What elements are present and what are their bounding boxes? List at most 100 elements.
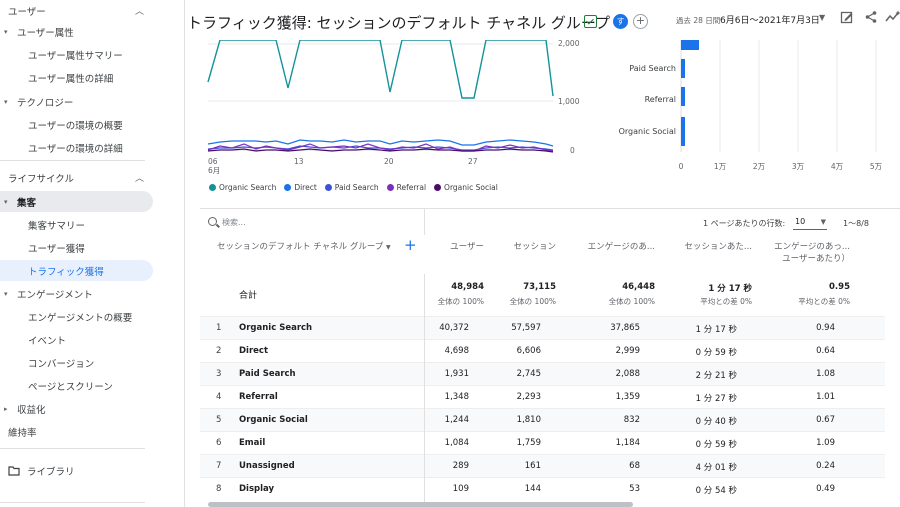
- legend-item-organic-social[interactable]: Organic Social: [434, 183, 498, 192]
- table-row[interactable]: 2 Direct 4,698 6,606 2,999 0 分 59 秒 0.64: [200, 339, 885, 362]
- sidebar-item-demographics[interactable]: ▾ ユーザー属性: [0, 21, 184, 42]
- report-header: トラフィック獲得: セッションのデフォルト チャネル グループ す + 過去 2…: [186, 0, 900, 40]
- sidebar-item-events[interactable]: イベント: [0, 329, 184, 350]
- sidebar-item-label: 集客サマリー: [28, 220, 86, 232]
- rows-per-page-select[interactable]: 10 ▼: [793, 215, 827, 230]
- sidebar-item-label: エンゲージメント: [17, 289, 93, 301]
- horizontal-scrollbar[interactable]: [208, 502, 633, 507]
- table-cell: 2,999: [615, 346, 640, 356]
- sidebar-item-label: ユーザーの環境の詳細: [28, 143, 123, 155]
- table-toolbar: 1 ページあたりの行数: 10 ▼ 1～8/8: [200, 208, 900, 235]
- chevron-up-icon[interactable]: ︿: [134, 7, 144, 17]
- sidebar-item-tech-overview[interactable]: ユーザーの環境の概要: [0, 114, 184, 135]
- row-channel-name[interactable]: Display: [239, 484, 275, 494]
- sidebar-item-conversions[interactable]: コンバージョン: [0, 352, 184, 373]
- sidebar-item-engagement-overview[interactable]: エンゲージメントの概要: [0, 306, 184, 327]
- table-cell: 109: [452, 484, 469, 494]
- total-label: 合計: [239, 291, 258, 301]
- sidebar-item-demographics-details[interactable]: ユーザー属性の詳細: [0, 67, 184, 88]
- chevron-up-icon[interactable]: ︿: [134, 174, 144, 184]
- sidebar-item-retention[interactable]: 維持率: [0, 421, 184, 442]
- row-channel-name[interactable]: Unassigned: [239, 461, 295, 471]
- table-row[interactable]: 5 Organic Social 1,244 1,810 832 0 分 40 秒 0.67: [200, 408, 885, 431]
- table-row[interactable]: 4 Referral 1,348 2,293 1,359 1 分 27 秒 1.01: [200, 385, 885, 408]
- search-input[interactable]: [222, 215, 402, 229]
- legend-label: Organic Search: [219, 183, 277, 192]
- table-row[interactable]: 3 Paid Search 1,931 2,745 2,088 2 分 21 秒 1.08: [200, 362, 885, 385]
- page-title: トラフィック獲得: セッションのデフォルト チャネル グループ: [187, 14, 611, 32]
- column-header-avg-engagement-time[interactable]: セッションあた...: [684, 242, 752, 252]
- table-row[interactable]: 8 Display 109 144 53 0 分 54 秒 0.49: [200, 477, 885, 500]
- row-channel-name[interactable]: Paid Search: [239, 369, 296, 379]
- rows-per-page-label: 1 ページあたりの行数:: [703, 219, 786, 228]
- sidebar-item-acquisition[interactable]: ▾ 集客: [0, 191, 153, 212]
- x-tick-label: 27: [468, 157, 478, 166]
- bar-organic-social[interactable]: [681, 117, 685, 146]
- sidebar-item-monetization[interactable]: ▸ 収益化: [0, 398, 184, 419]
- caret-down-icon[interactable]: ▼: [819, 13, 826, 22]
- sidebar-section-lifecycle[interactable]: ライフサイクル ︿: [0, 167, 184, 188]
- table-cell: 0 分 40 秒: [695, 417, 737, 427]
- table-cell: 161: [524, 461, 541, 471]
- table-row[interactable]: 6 Email 1,084 1,759 1,184 0 分 59 秒 1.09: [200, 431, 885, 454]
- column-header-sublabel: ユーザーあたり）: [782, 254, 850, 264]
- caret-down-icon: ▾: [4, 197, 8, 206]
- legend-item-organic-search[interactable]: Organic Search: [209, 183, 276, 192]
- sidebar-item-label: トラフィック獲得: [28, 266, 104, 278]
- table-cell: 1 分 17 秒: [695, 325, 737, 335]
- row-channel-name[interactable]: Referral: [239, 392, 278, 402]
- x-tick-label: 0: [679, 162, 684, 171]
- edit-report-icon[interactable]: [838, 10, 855, 27]
- legend-item-direct[interactable]: Direct: [284, 183, 317, 192]
- folder-icon: [8, 465, 20, 476]
- table-cell: 0.67: [816, 415, 835, 425]
- sidebar: ユーザー ︿ ▾ ユーザー属性 ユーザー属性サマリー ユーザー属性の詳細 ▾ テ…: [0, 0, 185, 507]
- sidebar-item-pages-screens[interactable]: ページとスクリーン: [0, 375, 184, 396]
- bar-organic-search-partial[interactable]: [681, 40, 699, 50]
- legend-item-referral[interactable]: Referral: [386, 183, 426, 192]
- x-tick-label: 20: [384, 157, 394, 166]
- add-dimension-button[interactable]: +: [404, 236, 417, 254]
- sidebar-item-label: ユーザー: [8, 6, 46, 18]
- share-icon[interactable]: [862, 10, 879, 27]
- bar-gridlines: [680, 40, 877, 152]
- check-badge-icon[interactable]: [584, 15, 597, 28]
- sidebar-item-user-acquisition[interactable]: ユーザー獲得: [0, 237, 184, 258]
- legend-dot-icon: [284, 184, 292, 191]
- sidebar-item-label: ユーザー属性の詳細: [28, 73, 114, 85]
- bar-paid-search[interactable]: [681, 59, 685, 78]
- legend-label: Organic Social: [444, 183, 498, 192]
- date-range-picker[interactable]: 6月6日～2021年7月3日: [720, 16, 820, 26]
- sidebar-item-tech[interactable]: ▾ テクノロジー: [0, 91, 184, 112]
- table-cell: 289: [452, 461, 469, 471]
- sidebar-item-engagement[interactable]: ▾ エンゲージメント: [0, 283, 184, 304]
- sidebar-divider: [0, 502, 145, 503]
- sidebar-section-users[interactable]: ユーザー ︿: [0, 0, 184, 21]
- column-header-sessions[interactable]: セッション: [513, 242, 556, 252]
- column-divider: [424, 274, 425, 507]
- column-header-engaged-sessions[interactable]: エンゲージのあ...: [587, 242, 655, 252]
- table-row[interactable]: 1 Organic Search 40,372 57,597 37,865 1 分 17 …: [200, 316, 885, 339]
- bar-referral[interactable]: [681, 87, 685, 106]
- column-header-engaged-per-user[interactable]: エンゲージのあっ... ユーザーあたり）: [774, 240, 850, 264]
- row-channel-name[interactable]: Organic Search: [239, 323, 313, 333]
- row-channel-name[interactable]: Direct: [239, 346, 269, 356]
- row-channel-name[interactable]: Organic Social: [239, 415, 308, 425]
- table-cell: 1.01: [816, 392, 835, 402]
- dimension-selector[interactable]: セッションのデフォルト チャネル グループ ▼: [217, 240, 391, 252]
- table-row[interactable]: 7 Unassigned 289 161 68 4 分 01 秒 0.24: [200, 454, 885, 477]
- sidebar-item-traffic-acquisition[interactable]: トラフィック獲得: [0, 260, 153, 281]
- column-header-users[interactable]: ユーザー: [450, 242, 484, 252]
- insights-icon[interactable]: [884, 10, 900, 27]
- sidebar-item-label: ユーザーの環境の概要: [28, 120, 123, 132]
- toolbar-divider: [424, 209, 425, 235]
- sidebar-item-tech-details[interactable]: ユーザーの環境の詳細: [0, 137, 184, 158]
- sidebar-item-demographics-summary[interactable]: ユーザー属性サマリー: [0, 44, 184, 65]
- add-comparison-button[interactable]: +: [633, 14, 648, 29]
- comparison-avatar[interactable]: す: [613, 14, 628, 29]
- sidebar-item-acquisition-overview[interactable]: 集客サマリー: [0, 214, 184, 235]
- legend-item-paid-search[interactable]: Paid Search: [324, 183, 379, 192]
- row-channel-name[interactable]: Email: [239, 438, 266, 448]
- table-cell: 1,244: [444, 415, 469, 425]
- sidebar-item-library[interactable]: ライブラリ: [0, 460, 184, 481]
